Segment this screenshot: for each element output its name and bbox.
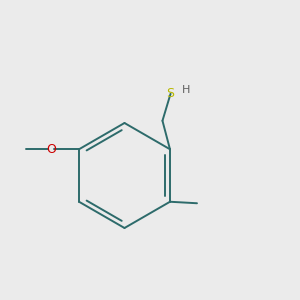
Text: H: H (182, 85, 190, 95)
Text: O: O (46, 143, 56, 156)
Text: S: S (167, 87, 175, 100)
